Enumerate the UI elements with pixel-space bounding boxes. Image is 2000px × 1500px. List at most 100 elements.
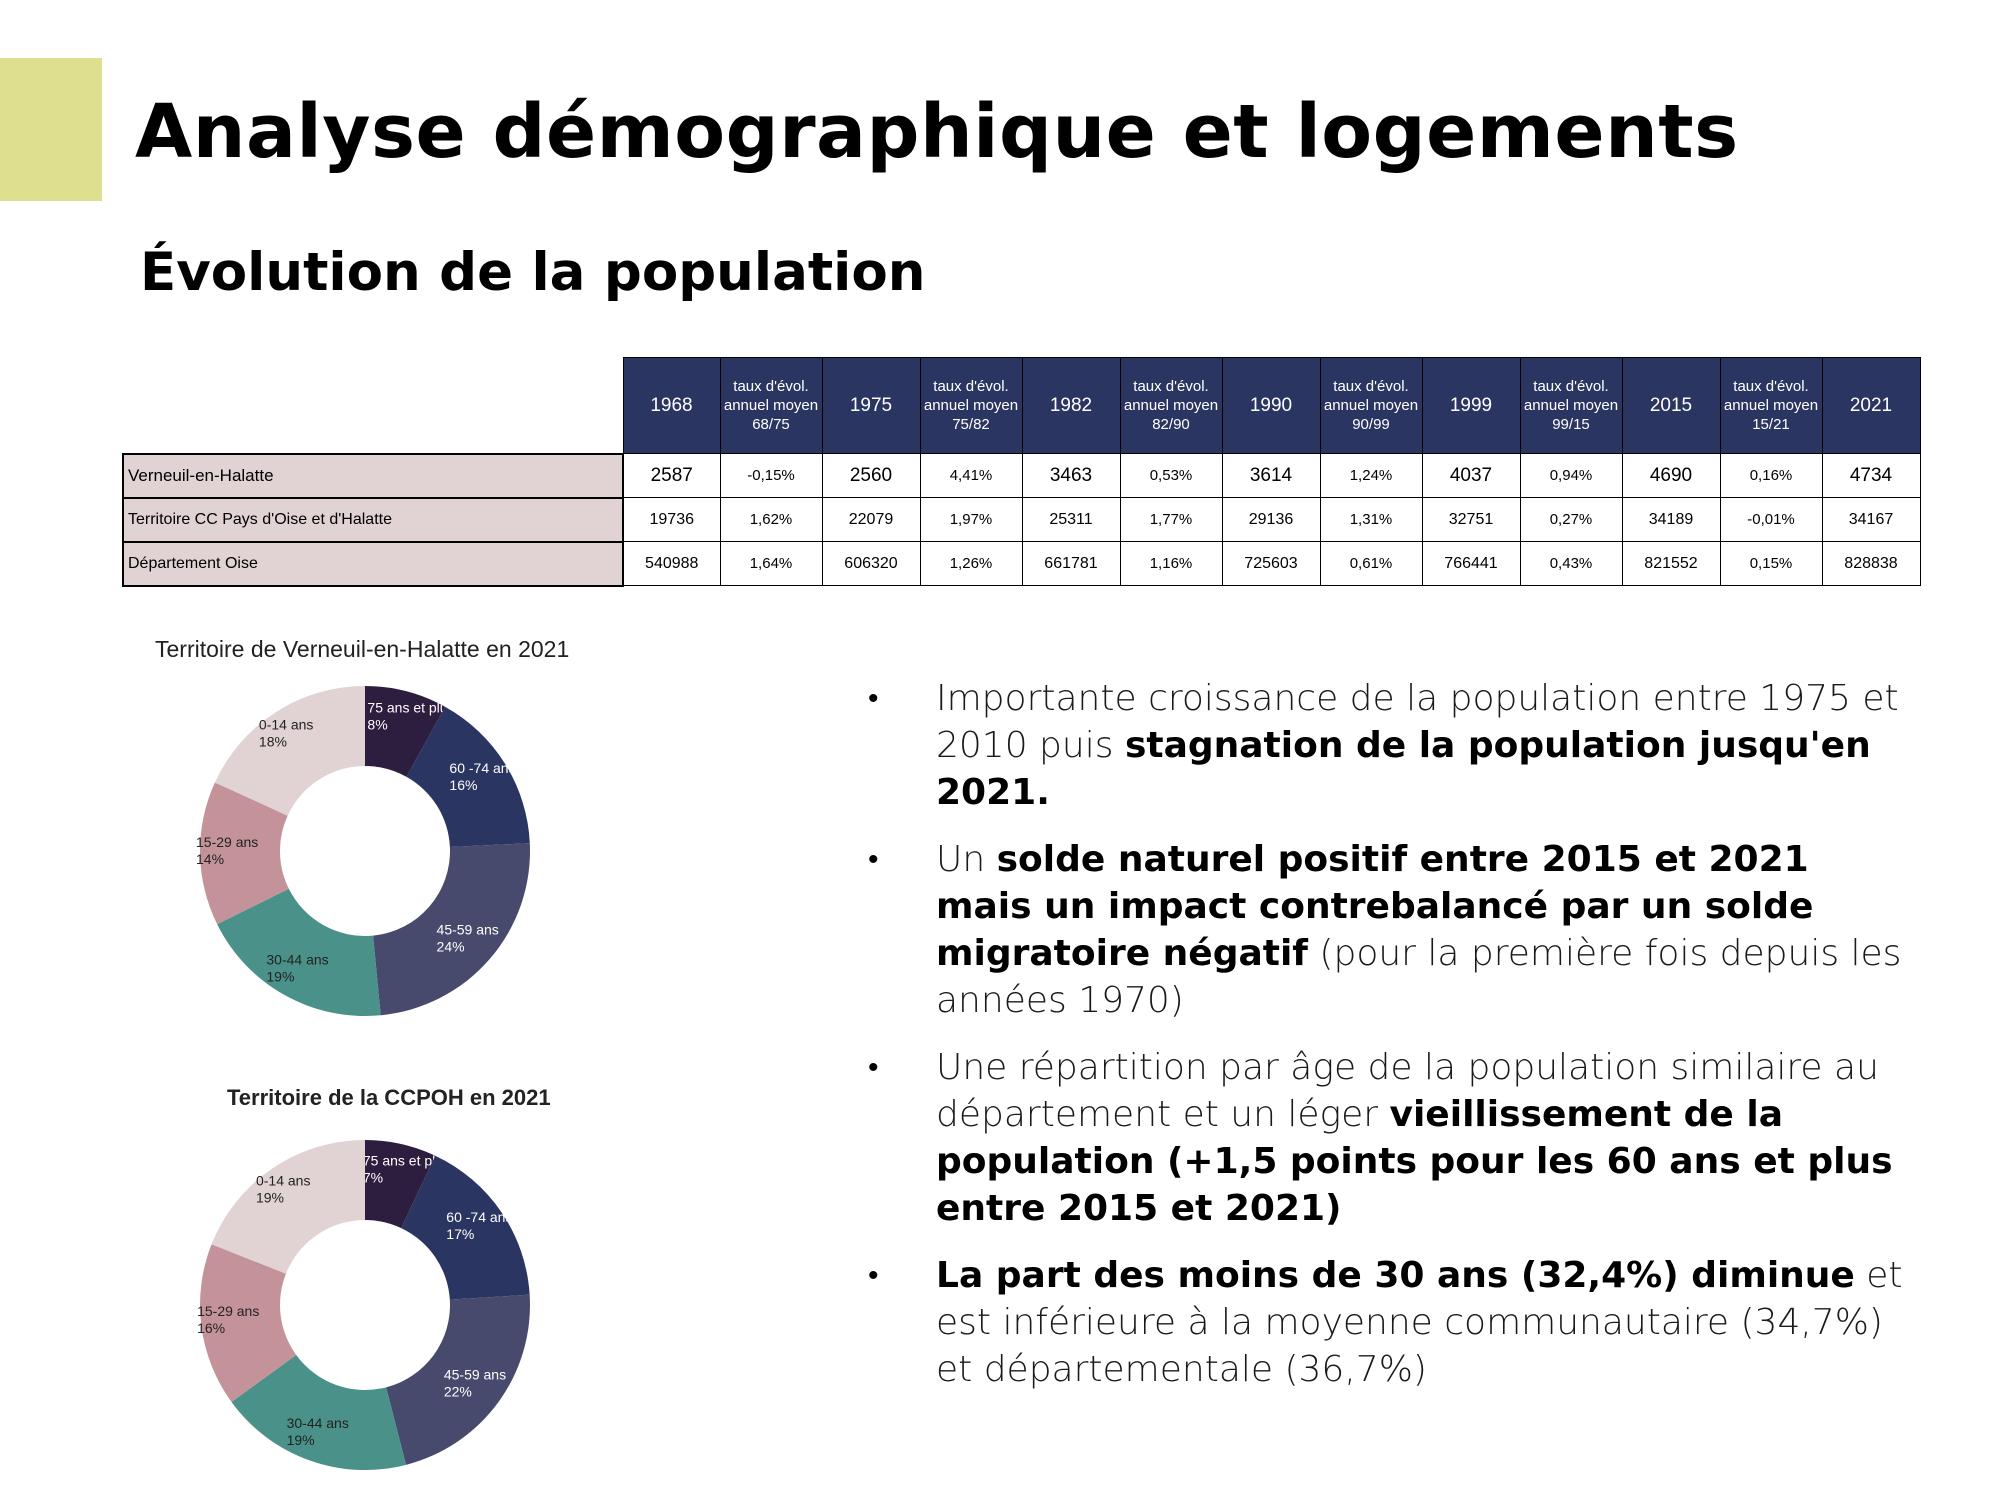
donut-slice-45-59-ans — [373, 843, 530, 1016]
population-cell: 766441 — [1421, 541, 1521, 586]
donut-label: 45-59 ans 22% — [444, 1367, 506, 1400]
donut-label-category: 75 ans et plus — [363, 1152, 450, 1168]
rate-cell: 4,41% — [919, 453, 1023, 498]
population-cell: 606320 — [821, 541, 921, 586]
donut-label-category: 75 ans et plus — [367, 699, 454, 715]
donut-label-category: 15-29 ans — [196, 834, 258, 850]
population-cell: 821552 — [1621, 541, 1721, 586]
donut-label: 45-59 ans 24% — [437, 922, 499, 955]
bullet-item: • Un solde naturel positif entre 2015 et … — [868, 836, 1908, 1024]
population-cell: 661781 — [1021, 541, 1121, 586]
bullet-text: Une répartition par âge de la population… — [936, 1044, 1908, 1232]
bullet-text-bold: stagnation de la population jusqu'en 202… — [936, 725, 1871, 813]
bullet-text: Un solde naturel positif entre 2015 et 2… — [936, 836, 1908, 1024]
column-header-rate: taux d'évol. annuel moyen 68/75 — [719, 357, 823, 454]
donut-chart-ccpoh: 75 ans et plus 7% 60 -74 ans 17% 45-59 ans 22… — [197, 1140, 530, 1470]
donut-label-percent: 8% — [367, 716, 387, 732]
rate-cell: 0,27% — [1519, 497, 1623, 542]
column-header-year: 1999 — [1421, 357, 1521, 454]
population-cell: 29136 — [1221, 497, 1321, 542]
page-title: Analyse démographique et logements — [135, 89, 1739, 175]
rate-cell: 0,61% — [1319, 541, 1423, 586]
column-header-year: 1968 — [622, 357, 721, 454]
bullet-text-bold: La part des moins de 30 ans (32,4%) dimi… — [936, 1255, 1855, 1296]
rate-cell: 0,94% — [1519, 453, 1623, 498]
donut-label-percent: 22% — [444, 1384, 472, 1400]
column-header-rate: taux d'évol. annuel moyen 90/99 — [1319, 357, 1423, 454]
column-header-year: 2021 — [1821, 357, 1921, 454]
donut-label: 0-14 ans 18% — [259, 717, 313, 750]
donut-slice-60-74-ans — [406, 706, 530, 847]
bullet-text: Importante croissance de la population e… — [936, 675, 1908, 816]
table-header-row: 1968 taux d'évol. annuel moyen 68/75 1975 t… — [123, 357, 1921, 454]
bullet-text-regular: et est inférieure à la moyenne communaut… — [936, 1255, 1903, 1390]
chart-title-verneuil: Territoire de Verneuil-en-Halatte en 202… — [155, 636, 570, 662]
column-header-year: 1982 — [1021, 357, 1121, 454]
population-cell: 3463 — [1021, 453, 1121, 498]
row-label: Verneuil-en-Halatte — [122, 452, 624, 499]
donut-label: 0-14 ans 19% — [256, 1173, 310, 1206]
donut-chart-verneuil: 75 ans et plus 8% 60 -74 ans 16% 45-59 ans 24… — [196, 686, 530, 1016]
bullet-item: • La part des moins de 30 ans (32,4%) dim… — [868, 1252, 1908, 1393]
table-row: Verneuil-en-Halatte 2587 -0,15% 2560 4,41% 34… — [122, 452, 1921, 499]
rate-cell: 0,53% — [1119, 453, 1223, 498]
bullet-text-bold: vieillissement de la population (+1,5 po… — [936, 1094, 1893, 1229]
donut-label-category: 0-14 ans — [259, 717, 313, 733]
donut-label-percent: 14% — [196, 851, 224, 867]
row-label: Département Oise — [122, 540, 624, 587]
bullet-text-regular: Une répartition par âge de la population… — [936, 1047, 1879, 1135]
column-header-rate: taux d'évol. annuel moyen 99/15 — [1519, 357, 1623, 454]
population-cell: 34167 — [1821, 497, 1921, 542]
bullet-item: • Une répartition par âge de la populatio… — [868, 1044, 1908, 1232]
rate-cell: 0,43% — [1519, 541, 1623, 586]
key-findings-list: • Importante croissance de la population … — [868, 675, 1908, 1413]
column-header-year: 1990 — [1221, 357, 1321, 454]
donut-label-percent: 19% — [266, 969, 294, 985]
donut-slice-75-ans-et-plus — [365, 1140, 436, 1229]
donut-label-percent: 19% — [256, 1190, 284, 1206]
donut-label-category: 45-59 ans — [437, 922, 499, 938]
table-row: Territoire CC Pays d'Oise et d'Halatte 19… — [122, 496, 1921, 543]
table-row: Département Oise 540988 1,64% 606320 1,26% 66… — [122, 540, 1921, 587]
rate-cell: 0,15% — [1719, 541, 1823, 586]
donut-slice-30-44-ans — [217, 888, 381, 1016]
bullet-dot: • — [868, 1259, 879, 1292]
population-cell: 828838 — [1821, 541, 1921, 586]
rate-cell: 1,62% — [719, 497, 823, 542]
donut-slice-45-59-ans — [386, 1294, 530, 1465]
donut-label-category: 30-44 ans — [266, 952, 328, 968]
bullet-text-regular: (pour la première fois depuis les années… — [936, 933, 1902, 1021]
bullet-text-bold: solde naturel positif entre 2015 et 2021… — [936, 839, 1814, 974]
donut-label-category: 30-44 ans — [287, 1415, 349, 1431]
donut-label: 15-29 ans 16% — [197, 1303, 259, 1336]
rate-cell: 1,64% — [719, 541, 823, 586]
bullet-item: • Importante croissance de la population … — [868, 675, 1908, 816]
donut-slice-0-14-ans — [211, 1140, 365, 1274]
rate-cell: 1,16% — [1119, 541, 1223, 586]
bullet-text-regular: Importante croissance de la population e… — [936, 678, 1899, 766]
donut-label-category: 15-29 ans — [197, 1303, 259, 1319]
donut-label: 15-29 ans 14% — [196, 834, 258, 867]
population-table: 1968 taux d'évol. annuel moyen 68/75 1975 t… — [122, 357, 1921, 587]
column-header-rate: taux d'évol. annuel moyen 15/21 — [1719, 357, 1823, 454]
donut-label-percent: 17% — [446, 1226, 474, 1242]
donut-label-category: 45-59 ans — [444, 1367, 506, 1383]
population-cell: 25311 — [1021, 497, 1121, 542]
bullet-dot: • — [868, 843, 879, 876]
donut-label: 30-44 ans 19% — [287, 1415, 349, 1448]
bullet-dot: • — [868, 1051, 879, 1084]
column-header-year: 1975 — [821, 357, 921, 454]
rate-cell: 0,16% — [1719, 453, 1823, 498]
donut-label-percent: 16% — [197, 1320, 225, 1336]
population-cell: 22079 — [821, 497, 921, 542]
rate-cell: 1,77% — [1119, 497, 1223, 542]
donut-label-category: 0-14 ans — [256, 1173, 310, 1189]
donut-label-percent: 24% — [437, 939, 465, 955]
section-title: Évolution de la population — [140, 242, 926, 303]
donut-label: 60 -74 ans 17% — [446, 1209, 512, 1242]
rate-cell: -0,15% — [719, 453, 823, 498]
donut-label: 60 -74 ans 16% — [449, 760, 515, 793]
accent-block — [0, 58, 102, 201]
column-header-rate: taux d'évol. annuel moyen 75/82 — [919, 357, 1023, 454]
population-cell: 4734 — [1821, 453, 1921, 498]
